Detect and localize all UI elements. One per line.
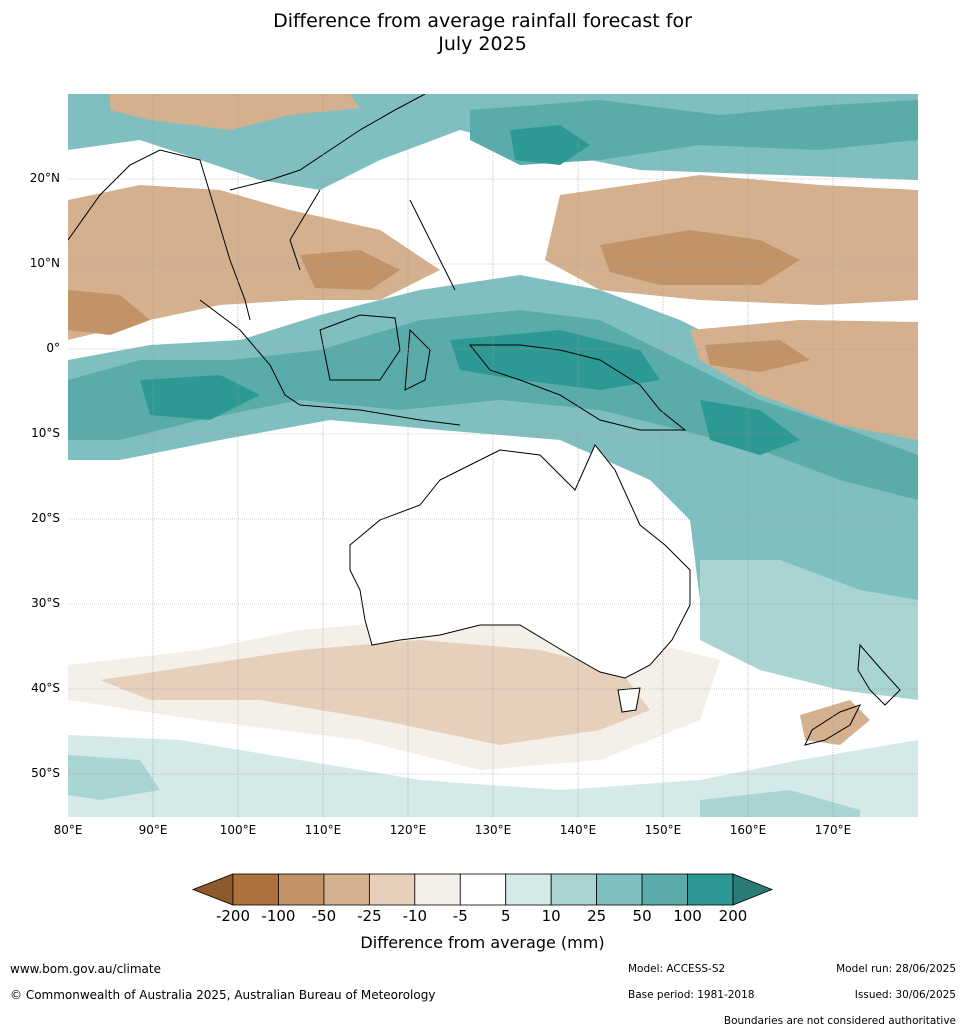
lon-tick-170e: 170°E [814,823,852,837]
footer-url[interactable]: www.bom.gov.au/climate [10,962,161,976]
map-region-southern-teal [68,735,918,817]
map-region-south-brown [100,640,650,745]
lon-tick-140e: 140°E [559,823,597,837]
map-region-equatorial-teal-core [140,330,800,455]
colorbar-swatch [459,873,507,906]
colorbar-tick-label: -100 [261,907,296,925]
map-region-tasman-teal [700,560,918,700]
map-region-nz-brown [800,700,870,745]
lat-tick-20n: 20°N [29,171,60,185]
colorbar-swatch [550,873,598,906]
colorbar-tick-label: -5 [452,907,468,925]
colorbar-swatch [505,873,552,906]
lat-tick-10s: 10°S [31,426,60,440]
map-region-china-brown [110,94,360,130]
lon-tick-100e: 100°E [219,823,257,837]
lon-tick-130e: 130°E [474,823,512,837]
colorbar-tick-label: 100 [673,907,702,925]
map-title: Difference from average rainfall forecas… [0,10,965,56]
footer-base-period: Base period: 1981-2018 [628,989,755,1001]
colorbar-tick-label: 25 [587,907,607,925]
colorbar-swatch [368,873,416,906]
colorbar-swatch [323,873,370,906]
map-region-north-teal-core [510,125,590,165]
map-region-indochina-brown [68,185,440,340]
colorbar-tick-label: -25 [357,907,382,925]
colorbar-tick-label: -50 [311,907,337,925]
map-region-southern-teal-patch [68,755,860,817]
colorbar-tick-label: -200 [215,907,251,925]
colorbar-swatch [687,873,734,906]
lat-tick-20s: 20°S [31,511,60,525]
lat-tick-50s: 50°S [31,766,60,780]
footer-model-run: Model run: 28/06/2025 [836,963,956,975]
colorbar-tick-label: -10 [402,907,428,925]
new-zealand-landmass [804,643,901,746]
map-title-line1: Difference from average rainfall forecas… [273,10,692,32]
colorbar-tick-label: 50 [632,907,652,925]
colorbar-swatch [414,873,461,906]
colorbar-tick-label: 200 [718,907,748,925]
australia-landmass [349,444,691,679]
map-gridlines [68,94,918,817]
lon-tick-110e: 110°E [304,823,342,837]
map-region-equatorial-teal-deep [68,310,918,500]
colorbar-swatch [641,873,688,906]
colorbar-label: Difference from average (mm) [360,933,605,952]
colorbar-tick-label: 5 [500,907,511,925]
colorbar-swatch [278,873,325,906]
map-title-line2: July 2025 [438,33,527,55]
map-region-pacific-south-brown-core [705,340,810,372]
map-region-pacific-brown-core [600,230,800,285]
lon-tick-80e: 80°E [53,823,83,837]
indonesia-coastline [199,299,687,431]
lon-tick-150e: 150°E [644,823,682,837]
colorbar-extend-high [732,873,774,906]
footer-disclaimer: Boundaries are not considered authoritat… [723,1015,956,1027]
footer-model: Model: ACCESS-S2 [628,963,726,975]
colorbar-swatch [596,873,643,906]
tasmania-landmass [617,687,641,713]
colorbar-tick-label: 10 [541,907,561,925]
lon-tick-90e: 90°E [138,823,168,837]
footer-issued: Issued: 30/06/2025 [854,989,956,1001]
lat-tick-10n: 10°N [29,256,60,270]
map-region-indochina-brown-core [300,250,400,290]
asia-coastline [68,94,456,321]
colorbar-swatch [232,873,279,906]
lat-tick-0: 0° [46,341,60,355]
footer-copyright: © Commonwealth of Australia 2025, Austra… [10,988,436,1002]
lat-tick-30s: 30°S [31,596,60,610]
lon-tick-160e: 160°E [729,823,767,837]
lon-tick-120e: 120°E [389,823,427,837]
colorbar-extend-low [191,873,234,906]
map-region-bengal-brown [68,290,150,335]
lat-tick-40s: 40°S [31,681,60,695]
